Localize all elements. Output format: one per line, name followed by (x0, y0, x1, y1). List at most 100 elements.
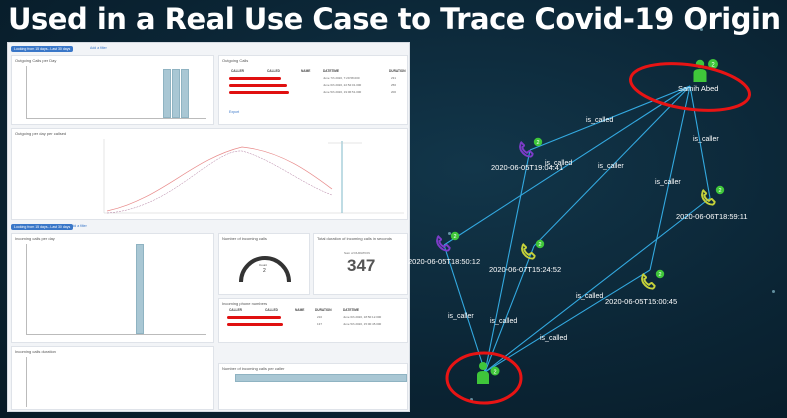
person-node-bottom[interactable]: 2 (477, 362, 500, 384)
incoming-per-caller-panel: Number of incoming calls per caller (218, 363, 408, 410)
chart-bar (235, 374, 407, 382)
graph-edge (484, 245, 535, 373)
column-header[interactable]: CALLER (231, 69, 244, 73)
table-cell: June 6th 2020, 18:50:12.000 (343, 315, 382, 319)
call-node[interactable]: 2 2020-06-05T15:00:45 (605, 269, 677, 306)
gauge-label: Count (259, 263, 268, 267)
edge-label: is_called (545, 160, 572, 167)
chart-bar (136, 244, 144, 334)
background-star (772, 290, 775, 293)
column-header[interactable]: NAME (295, 308, 305, 312)
background-star (700, 28, 703, 31)
call-node[interactable]: 2 2020-06-07T15:24:52 (489, 239, 561, 274)
panel-title: Number of incoming calls per caller (222, 366, 285, 371)
panel-title: Incoming phone numbers (222, 301, 268, 306)
panel-title: Incoming calls duration (15, 349, 56, 354)
outgoing-calls-per-day-panel: Outgoing Calls per Day (11, 55, 214, 125)
badge-count: 2 (718, 188, 721, 194)
chart-bar (172, 69, 180, 118)
phone-icon (521, 243, 536, 260)
panel-title: Incoming calls per day (15, 236, 55, 241)
export-link[interactable]: Export (229, 110, 240, 114)
panel-title: Outgoing Calls (222, 58, 249, 63)
graph-edge (533, 85, 691, 247)
graph-edge (689, 85, 711, 199)
column-header[interactable]: CALLED (265, 308, 278, 312)
kibana-dashboard-screenshot: Looking from 15 days...Last 30 days Add … (7, 42, 410, 412)
calls-by-timeslot-panel: Outgoing per day per callsed (11, 128, 408, 220)
graph-edge (529, 85, 691, 151)
phone-icon (641, 273, 656, 290)
graph-edge (443, 85, 691, 246)
badge (655, 269, 665, 279)
table-cell: 200 (391, 90, 397, 94)
column-header[interactable]: DURATION (389, 69, 406, 73)
edge-label: is_caller (448, 313, 474, 320)
add-filter-link[interactable]: Add a filter (70, 224, 87, 228)
call-node-label: 2020-06-07T15:24:52 (489, 265, 561, 274)
background-star (448, 232, 451, 235)
edge-label: is_called (576, 293, 603, 300)
call-node[interactable]: 2 2020-06-05T19:04:41 (491, 137, 563, 172)
incoming-duration-panel: Total duration of incoming calls in seco… (313, 233, 408, 295)
column-header[interactable]: CALLER (229, 308, 242, 312)
badge-count: 2 (658, 272, 661, 278)
edge-label: is_caller (655, 179, 681, 186)
incoming-count-panel: Number of incoming calls Count 2 (218, 233, 310, 295)
phone-icon (519, 141, 534, 158)
incoming-numbers-table-panel: Incoming phone numbers CALLER CALLED NAM… (218, 298, 408, 343)
line-chart (103, 139, 404, 214)
time-filter-pill[interactable]: Looking from 15 days...Last 30 days (11, 46, 74, 52)
redaction-mark (229, 91, 289, 94)
badge (533, 137, 543, 147)
column-header[interactable]: DURATION (315, 308, 332, 312)
badge (490, 366, 500, 376)
person-label: Samih Abed (678, 84, 718, 93)
call-node[interactable]: 2 2020-06-05T18:50:12 (408, 231, 480, 266)
column-header[interactable]: CALLED (267, 69, 280, 73)
table-cell: June 6th 2020, 22:52:01.000 (323, 83, 362, 87)
column-header[interactable]: DATETIME (343, 308, 360, 312)
table-cell: June 7th 2020, 7:29:58.000 (323, 76, 360, 80)
badge (535, 239, 545, 249)
table-cell: June 5th 2020, 19:06:51.000 (323, 90, 362, 94)
edge-label: is_called (490, 318, 517, 325)
badge-count: 2 (538, 242, 541, 248)
column-header[interactable]: DATETIME (323, 69, 340, 73)
outgoing-calls-table-panel: Outgoing Calls CALLER CALLED NAME DATETI… (218, 55, 408, 125)
chart-bar (163, 69, 171, 118)
svg-text:2: 2 (711, 63, 715, 69)
time-filter-pill[interactable]: Looking from 15 days...Last 30 days (11, 224, 74, 230)
badge-count: 2 (536, 140, 539, 146)
highlight-circle (445, 351, 523, 405)
panel-title: Outgoing Calls per Day (15, 58, 57, 63)
column-header[interactable]: NAME (301, 69, 311, 73)
phone-icon (436, 235, 451, 252)
badge (708, 59, 718, 69)
gauge-chart (239, 256, 291, 283)
slide-title: Used in a Real Use Case to Trace Covid-1… (8, 2, 781, 36)
graph-edge (484, 149, 531, 373)
panel-title: Outgoing per day per callsed (15, 131, 67, 136)
background-star (470, 398, 473, 401)
call-node[interactable]: 2 2020-06-06T18:59:11 (676, 185, 748, 221)
call-node-label: 2020-06-05T19:04:41 (491, 163, 563, 172)
person-icon (479, 362, 487, 370)
call-node-label: 2020-06-06T18:59:11 (676, 212, 748, 221)
redaction-mark (227, 323, 283, 326)
redaction-mark (229, 84, 287, 87)
chart-bar (181, 69, 189, 118)
edge-label: is_caller (693, 136, 719, 143)
graph-edge (484, 197, 711, 373)
badge (450, 231, 460, 241)
metric-value: 347 (347, 256, 376, 275)
add-filter-link[interactable]: Add a filter (90, 46, 107, 50)
edge-label: is_called (586, 117, 613, 124)
incoming-calls-per-day-panel: Incoming calls per day (11, 233, 214, 343)
redaction-mark (229, 77, 281, 80)
gauge-value: 2 (263, 268, 266, 274)
metric-label: Sum of DURATION (344, 251, 370, 255)
graph-edge (443, 244, 486, 373)
edge-label: is_called (540, 335, 567, 342)
